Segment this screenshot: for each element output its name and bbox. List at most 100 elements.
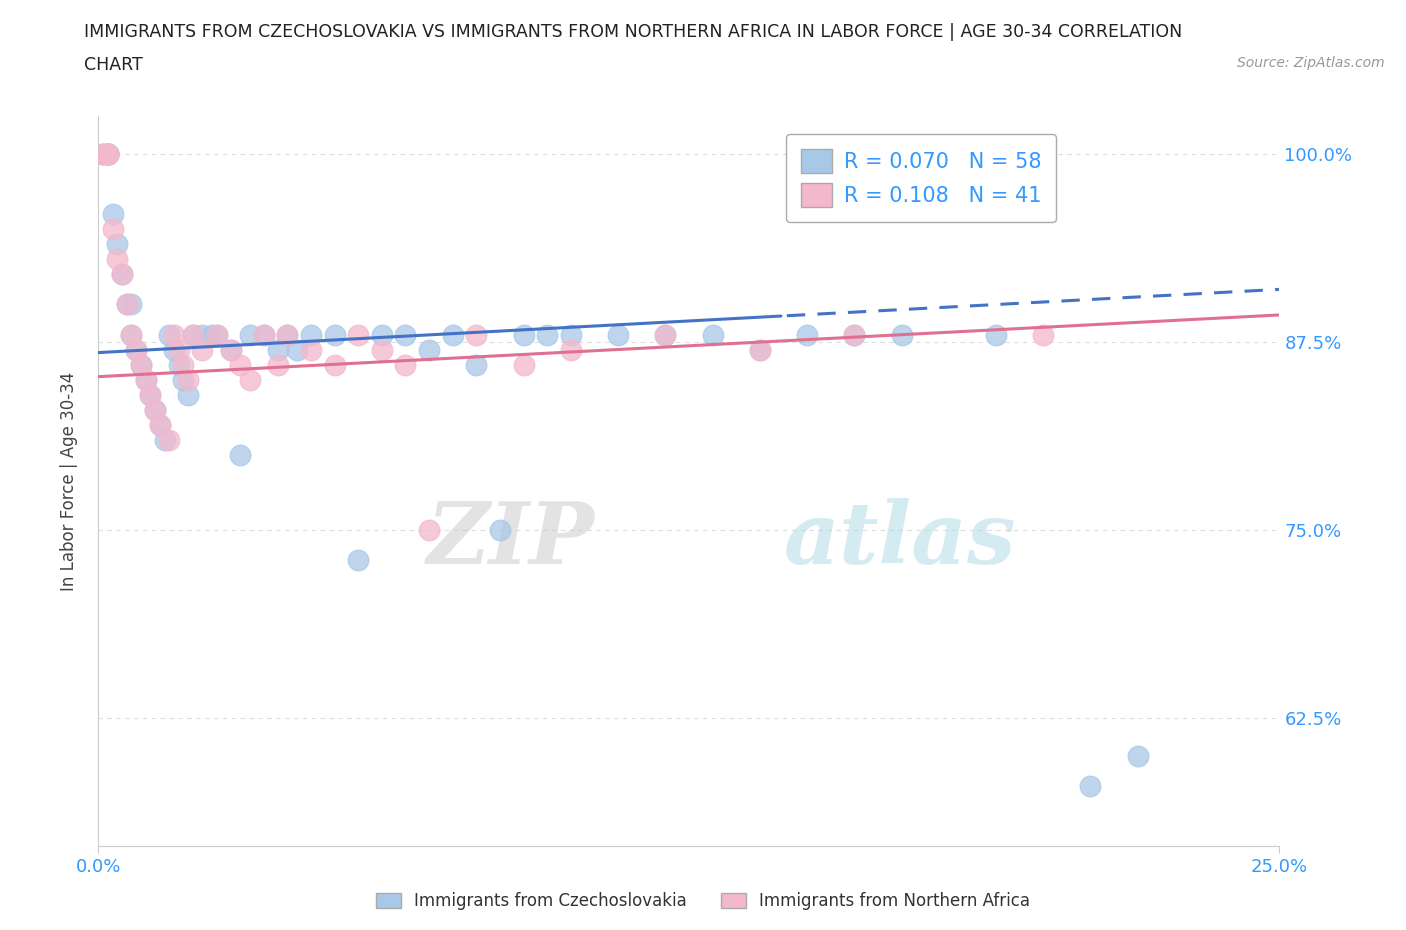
Point: [97, 146, 120, 161]
Point: [607, 327, 630, 342]
Point: [371, 327, 394, 342]
Point: [229, 357, 252, 372]
Point: [121, 297, 143, 312]
Point: [748, 342, 770, 357]
Point: [418, 523, 440, 538]
Point: [347, 552, 370, 567]
Point: [115, 297, 138, 312]
Text: Source: ZipAtlas.com: Source: ZipAtlas.com: [1237, 56, 1385, 70]
Point: [97, 146, 120, 161]
Legend: R = 0.070   N = 58, R = 0.108   N = 41: R = 0.070 N = 58, R = 0.108 N = 41: [786, 134, 1056, 221]
Point: [135, 372, 157, 387]
Point: [253, 327, 276, 342]
Point: [748, 342, 770, 357]
Point: [191, 342, 214, 357]
Point: [177, 372, 200, 387]
Point: [844, 327, 866, 342]
Point: [163, 327, 186, 342]
Text: ZIP: ZIP: [426, 498, 595, 581]
Point: [139, 387, 162, 402]
Point: [135, 372, 157, 387]
Point: [125, 342, 148, 357]
Point: [181, 327, 204, 342]
Point: [1126, 749, 1149, 764]
Point: [191, 327, 214, 342]
Point: [323, 357, 346, 372]
Point: [654, 327, 676, 342]
Point: [105, 237, 128, 252]
Point: [276, 327, 298, 342]
Point: [394, 357, 416, 372]
Point: [654, 327, 676, 342]
Point: [441, 327, 464, 342]
Point: [201, 327, 224, 342]
Point: [285, 342, 308, 357]
Point: [111, 267, 134, 282]
Point: [121, 327, 143, 342]
Point: [105, 252, 128, 267]
Point: [984, 327, 1007, 342]
Point: [149, 418, 172, 432]
Point: [97, 146, 120, 161]
Point: [101, 206, 124, 221]
Point: [163, 342, 186, 357]
Point: [91, 146, 114, 161]
Point: [267, 357, 290, 372]
Point: [239, 372, 262, 387]
Point: [890, 327, 912, 342]
Point: [97, 146, 120, 161]
Legend: Immigrants from Czechoslovakia, Immigrants from Northern Africa: Immigrants from Czechoslovakia, Immigran…: [370, 885, 1036, 917]
Point: [121, 327, 143, 342]
Point: [205, 327, 228, 342]
Point: [167, 342, 190, 357]
Point: [91, 146, 114, 161]
Point: [115, 297, 138, 312]
Point: [101, 221, 124, 236]
Point: [1032, 327, 1054, 342]
Point: [465, 357, 488, 372]
Point: [129, 357, 152, 372]
Point: [536, 327, 558, 342]
Point: [97, 146, 120, 161]
Point: [299, 342, 322, 357]
Point: [512, 327, 534, 342]
Point: [149, 418, 172, 432]
Point: [276, 327, 298, 342]
Point: [844, 327, 866, 342]
Point: [418, 342, 440, 357]
Point: [702, 327, 724, 342]
Point: [91, 146, 114, 161]
Point: [512, 357, 534, 372]
Text: atlas: atlas: [783, 498, 1017, 581]
Point: [111, 267, 134, 282]
Point: [153, 432, 176, 447]
Point: [139, 387, 162, 402]
Point: [129, 357, 152, 372]
Point: [219, 342, 242, 357]
Point: [253, 327, 276, 342]
Point: [172, 357, 194, 372]
Point: [299, 327, 322, 342]
Point: [323, 327, 346, 342]
Point: [1080, 778, 1102, 793]
Point: [97, 146, 120, 161]
Point: [560, 327, 582, 342]
Point: [177, 387, 200, 402]
Text: CHART: CHART: [84, 56, 143, 73]
Point: [465, 327, 488, 342]
Point: [143, 403, 166, 418]
Point: [796, 327, 818, 342]
Point: [125, 342, 148, 357]
Point: [167, 357, 190, 372]
Point: [394, 327, 416, 342]
Point: [205, 327, 228, 342]
Point: [181, 327, 204, 342]
Point: [157, 432, 180, 447]
Point: [489, 523, 512, 538]
Point: [239, 327, 262, 342]
Y-axis label: In Labor Force | Age 30-34: In Labor Force | Age 30-34: [59, 372, 77, 591]
Point: [219, 342, 242, 357]
Point: [172, 372, 194, 387]
Point: [143, 403, 166, 418]
Point: [97, 146, 120, 161]
